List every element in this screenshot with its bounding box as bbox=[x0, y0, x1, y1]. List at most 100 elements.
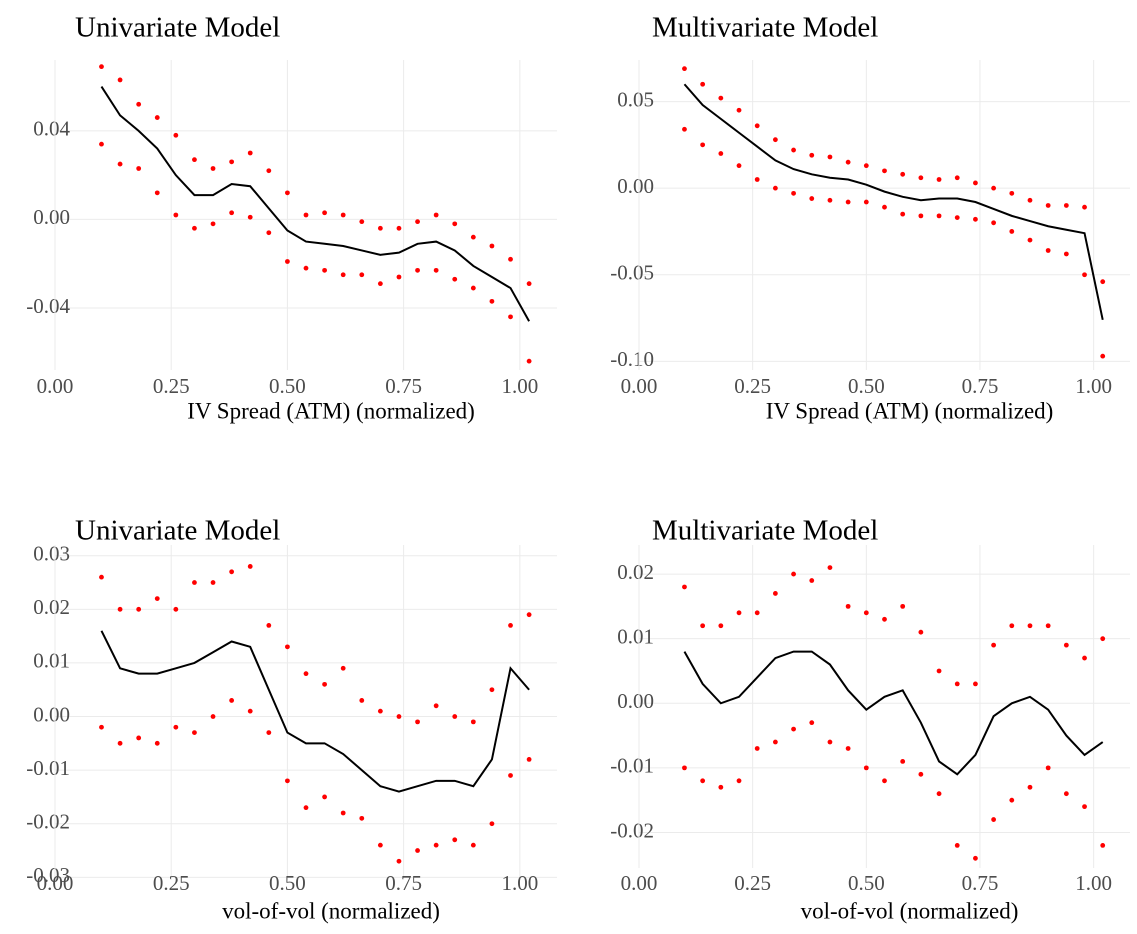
band-point bbox=[1082, 655, 1087, 661]
band-point bbox=[1100, 636, 1106, 642]
band-point bbox=[173, 132, 179, 138]
band-point bbox=[266, 168, 272, 174]
band-point bbox=[285, 190, 290, 196]
band-point bbox=[99, 724, 104, 730]
band-point bbox=[718, 623, 724, 629]
band-point bbox=[508, 773, 513, 778]
band-point bbox=[863, 163, 869, 169]
band-point bbox=[526, 281, 532, 287]
band-point bbox=[718, 95, 724, 101]
band-point bbox=[845, 199, 851, 205]
band-point bbox=[285, 778, 290, 784]
band-point bbox=[210, 714, 216, 719]
band-point bbox=[210, 221, 216, 227]
fit-line bbox=[100, 630, 530, 793]
band-point bbox=[754, 610, 760, 616]
band-point bbox=[117, 161, 123, 167]
band-point bbox=[117, 77, 123, 83]
band-point bbox=[682, 584, 687, 590]
band-point bbox=[1082, 804, 1087, 810]
band-point bbox=[736, 163, 742, 169]
y-tick-label: 0.00 bbox=[617, 174, 654, 198]
band-point bbox=[991, 185, 997, 191]
band-point bbox=[1045, 203, 1051, 208]
band-point bbox=[882, 204, 887, 210]
band-point bbox=[377, 225, 383, 231]
y-tick-label: -0.03 bbox=[26, 863, 70, 887]
band-point bbox=[918, 175, 924, 181]
band-point bbox=[863, 199, 869, 205]
y-tick-label: 0.01 bbox=[617, 624, 654, 648]
band-point bbox=[322, 267, 327, 273]
band-point bbox=[266, 230, 272, 236]
band-point bbox=[991, 642, 997, 648]
band-point bbox=[359, 698, 365, 703]
band-point bbox=[340, 212, 346, 218]
band-point bbox=[682, 66, 687, 72]
band-point bbox=[845, 159, 851, 165]
band-point bbox=[1045, 623, 1051, 629]
band-point bbox=[99, 64, 104, 70]
band-point bbox=[736, 610, 742, 616]
band-point bbox=[508, 623, 513, 628]
fit-line bbox=[683, 83, 1104, 320]
band-point bbox=[900, 211, 906, 217]
band-point bbox=[340, 810, 346, 816]
band-point bbox=[863, 610, 869, 616]
band-point bbox=[954, 215, 960, 220]
y-tick-label: 0.02 bbox=[617, 560, 654, 584]
band-point bbox=[303, 212, 309, 218]
x-axis-title: IV Spread (ATM) (normalized) bbox=[766, 398, 1054, 423]
band-point bbox=[918, 629, 924, 635]
band-point bbox=[154, 596, 160, 601]
band-point bbox=[229, 698, 235, 703]
x-tick-label: 0.25 bbox=[734, 871, 771, 895]
band-point bbox=[415, 267, 420, 273]
band-point bbox=[396, 274, 402, 280]
band-point bbox=[210, 580, 216, 585]
band-point bbox=[526, 612, 532, 618]
x-tick-label: 0.75 bbox=[385, 871, 422, 895]
band-point bbox=[99, 141, 104, 147]
band-point bbox=[359, 815, 365, 821]
band-point bbox=[900, 171, 906, 177]
band-point bbox=[396, 858, 402, 864]
band-point bbox=[954, 175, 960, 181]
band-point bbox=[682, 126, 687, 132]
band-point bbox=[936, 668, 942, 674]
x-tick-label: 0.50 bbox=[848, 871, 885, 895]
band-point bbox=[377, 842, 383, 848]
x-tick-label: 0.00 bbox=[621, 374, 658, 398]
band-point bbox=[322, 210, 327, 216]
fit-line bbox=[100, 86, 530, 322]
band-point bbox=[754, 746, 760, 751]
band-point bbox=[809, 578, 815, 583]
band-point bbox=[791, 571, 796, 577]
band-point bbox=[1009, 797, 1015, 803]
x-tick-label: 0.50 bbox=[269, 871, 306, 895]
band-point bbox=[136, 166, 142, 171]
band-point bbox=[900, 759, 906, 764]
band-point bbox=[718, 151, 724, 156]
x-axis-title: IV Spread (ATM) (normalized) bbox=[187, 398, 475, 423]
chart-title: Univariate Model bbox=[75, 515, 280, 547]
band-point bbox=[1082, 272, 1087, 278]
band-point bbox=[229, 569, 235, 575]
band-point bbox=[136, 735, 142, 741]
y-tick-label: -0.05 bbox=[610, 261, 654, 285]
x-tick-label: 0.00 bbox=[37, 871, 74, 895]
band-point bbox=[340, 665, 346, 671]
band-point bbox=[154, 115, 160, 120]
x-tick-label: 0.25 bbox=[153, 374, 190, 398]
fit-line bbox=[683, 650, 1104, 776]
band-point bbox=[285, 259, 290, 264]
band-point bbox=[470, 842, 476, 848]
band-point bbox=[882, 168, 887, 174]
band-point bbox=[192, 730, 197, 735]
band-point bbox=[973, 855, 978, 861]
band-point bbox=[1063, 203, 1069, 208]
band-point bbox=[973, 681, 978, 687]
x-tick-label: 1.00 bbox=[1075, 871, 1112, 895]
x-tick-label: 0.75 bbox=[385, 374, 422, 398]
y-tick-label: 0.03 bbox=[33, 542, 70, 566]
